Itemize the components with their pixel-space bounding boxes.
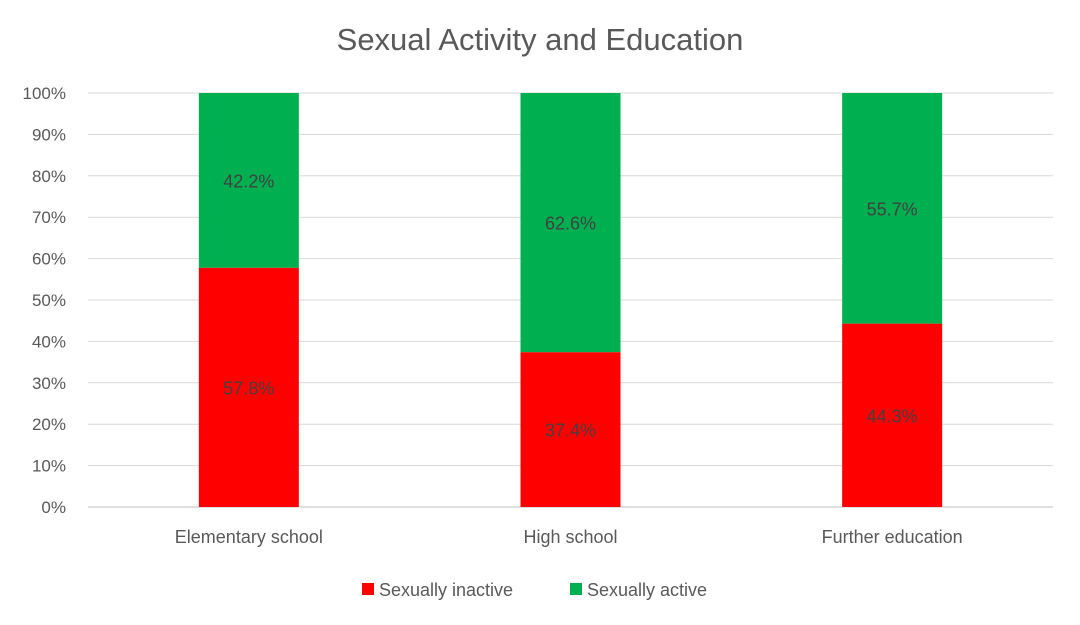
y-tick-label: 90% (32, 125, 66, 144)
legend: Sexually inactive Sexually active (362, 580, 707, 600)
bar-segment-inactive (198, 267, 299, 507)
bar-segment-inactive (520, 352, 621, 507)
chart-title: Sexual Activity and Education (337, 22, 744, 57)
y-tick-label: 30% (32, 374, 66, 393)
y-tick-label: 100% (23, 84, 66, 103)
y-tick-label: 80% (32, 167, 66, 186)
data-label: 44.3% (867, 406, 918, 426)
x-category-label: Elementary school (175, 527, 323, 547)
y-axis-ticks: 0% 10% 20% 30% 40% 50% 60% 70% 80% 90% 100% (23, 84, 66, 517)
bar-segment-active (842, 93, 943, 324)
legend-swatch (570, 583, 582, 595)
x-category-label: High school (523, 527, 617, 547)
y-tick-label: 20% (32, 415, 66, 434)
bar-segment-active (198, 93, 299, 268)
y-tick-label: 50% (32, 291, 66, 310)
bar-segment-inactive (842, 323, 943, 507)
y-tick-label: 10% (32, 457, 66, 476)
y-tick-label: 40% (32, 332, 66, 351)
data-label: 57.8% (223, 378, 274, 398)
bar-segment-active (520, 93, 621, 353)
data-label: 62.6% (545, 214, 596, 234)
y-tick-label: 70% (32, 208, 66, 227)
data-label: 42.2% (223, 171, 274, 191)
legend-label: Sexually inactive (379, 580, 513, 600)
legend-label: Sexually active (587, 580, 707, 600)
y-tick-label: 0% (41, 498, 66, 517)
data-labels: 57.8% 42.2% 37.4% 62.6% 44.3% 55.7% (223, 171, 917, 440)
legend-swatch (362, 583, 374, 595)
y-tick-label: 60% (32, 250, 66, 269)
x-axis-categories: Elementary school High school Further educ… (175, 527, 963, 547)
data-label: 55.7% (867, 199, 918, 219)
bars (198, 93, 943, 507)
data-label: 37.4% (545, 421, 596, 441)
x-category-label: Further education (822, 527, 963, 547)
